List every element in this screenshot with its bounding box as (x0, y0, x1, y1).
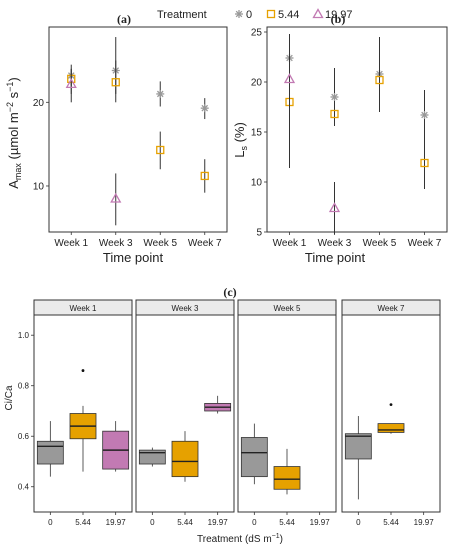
legend-marker-1 (266, 9, 276, 19)
c-facet-title-1: Week 3 (172, 304, 200, 313)
panel-a-x-title: Time point (103, 250, 164, 265)
c-x-tick-label-1-2: 19.97 (208, 518, 229, 527)
c-x-tick-label-3-2: 19.97 (414, 518, 435, 527)
a-point-1-1 (111, 78, 120, 87)
legend-label-1: 5.44 (278, 9, 299, 21)
c-outlier-3-1-0 (389, 403, 393, 407)
c-x-tick-label-0-1: 5.44 (75, 518, 91, 527)
legend-marker-2 (312, 8, 324, 19)
panel-c-x-title: Treatment (dS m−1) (197, 533, 283, 545)
c-outlier-0-1-0 (81, 369, 85, 372)
c-facet-frame-1 (135, 314, 235, 513)
c-box-3-1 (377, 423, 405, 433)
a-x-tick-label-2: Week 5 (143, 238, 177, 249)
c-x-tick-label-2-0: 0 (252, 518, 257, 527)
a-y-tick-label-0: 10 (33, 181, 45, 192)
b-y-tick-label-2: 15 (251, 128, 263, 139)
c-facet-title-3: Week 7 (378, 304, 406, 313)
c-box-1-1 (171, 440, 199, 478)
b-y-tick-label-1: 10 (251, 178, 263, 189)
c-y-tick-label-2: 0.8 (18, 382, 30, 391)
b-y-tick-label-0: 5 (256, 228, 262, 239)
c-x-tick-label-3-1: 5.44 (383, 518, 399, 527)
legend-marker-0 (235, 10, 243, 18)
panel-b-y-title: Ls (%) (232, 122, 249, 158)
a-x-tick-label-0: Week 1 (54, 238, 88, 249)
legend-item-2 (312, 8, 324, 19)
c-x-tick-label-1-1: 5.44 (177, 518, 193, 527)
panel-label-c: (c) (223, 285, 236, 299)
c-box-3-0 (344, 433, 372, 460)
b-x-tick-label-3: Week 7 (408, 238, 442, 249)
c-x-tick-label-1-0: 0 (150, 518, 155, 527)
c-box-1-0 (138, 449, 166, 465)
b-y-tick-label-3: 20 (251, 78, 263, 89)
c-y-tick-label-0: 0.4 (18, 483, 30, 492)
b-x-tick-label-1: Week 3 (318, 238, 352, 249)
b-point-1-1 (330, 109, 339, 119)
b-x-tick-label-0: Week 1 (273, 238, 307, 249)
a-point-0-3 (200, 104, 209, 113)
c-y-tick-label-3: 1.0 (18, 331, 30, 340)
c-box-0-0 (36, 440, 64, 465)
panel-c-y-title: Ci/Ca (4, 385, 15, 410)
a-point-1-3 (200, 171, 209, 181)
legend-item-0 (235, 10, 243, 18)
c-box-2-0 (240, 437, 268, 478)
legend-title: Treatment (157, 9, 207, 21)
c-y-tick-label-1: 0.6 (18, 432, 30, 441)
a-point-2-0 (65, 78, 77, 89)
c-facet-frame-3 (341, 314, 441, 513)
a-point-2-1 (110, 192, 122, 203)
b-plot-frame (266, 26, 448, 233)
c-box-2-1 (273, 466, 301, 490)
legend-item-1 (266, 9, 276, 19)
b-point-1-2 (375, 75, 384, 85)
panel-b: 5 10 15 20 25 Week 1 Week 3 Week 5 Week 7 (251, 26, 448, 249)
a-point-0-2 (156, 89, 165, 98)
panel-a-y-title: Amax (µmol m−2 s−1) (5, 77, 23, 189)
panel-b-x-title: Time point (305, 250, 366, 265)
legend: Treatment 0 5.44 19.97 (157, 8, 353, 21)
b-point-2-1 (328, 202, 341, 213)
c-x-tick-label-0-2: 19.97 (106, 518, 127, 527)
panel-a: 10 20 Week 1 Week 3 Week 5 Week 7 (33, 26, 228, 249)
b-point-0-1 (330, 93, 339, 101)
c-x-tick-label-2-1: 5.44 (279, 518, 295, 527)
legend-label-2: 19.97 (325, 9, 353, 21)
a-y-tick-label-1: 20 (33, 98, 45, 109)
a-x-tick-label-1: Week 3 (99, 238, 133, 249)
b-y-tick-label-4: 25 (251, 28, 263, 39)
legend-label-0: 0 (246, 9, 252, 21)
c-x-tick-label-3-0: 0 (356, 518, 361, 527)
a-point-1-2 (156, 145, 165, 155)
b-point-0-3 (420, 111, 429, 119)
panel-label-a: (a) (117, 12, 131, 26)
panel-label-b: (b) (331, 12, 346, 26)
c-facet-title-2: Week 5 (274, 304, 302, 313)
c-x-tick-label-0-0: 0 (48, 518, 53, 527)
c-x-tick-label-2-2: 19.97 (310, 518, 331, 527)
c-facet-title-0: Week 1 (70, 304, 98, 313)
b-point-2-0 (283, 73, 296, 84)
a-x-tick-label-3: Week 7 (188, 238, 222, 249)
b-x-tick-label-2: Week 5 (363, 238, 397, 249)
a-plot-frame (48, 26, 228, 233)
panel-c: 0.4 0.6 0.8 1.0 Week 1 0 5.44 19.97 Week 3 0 5.44 1… (18, 299, 441, 527)
b-point-1-3 (420, 158, 429, 168)
